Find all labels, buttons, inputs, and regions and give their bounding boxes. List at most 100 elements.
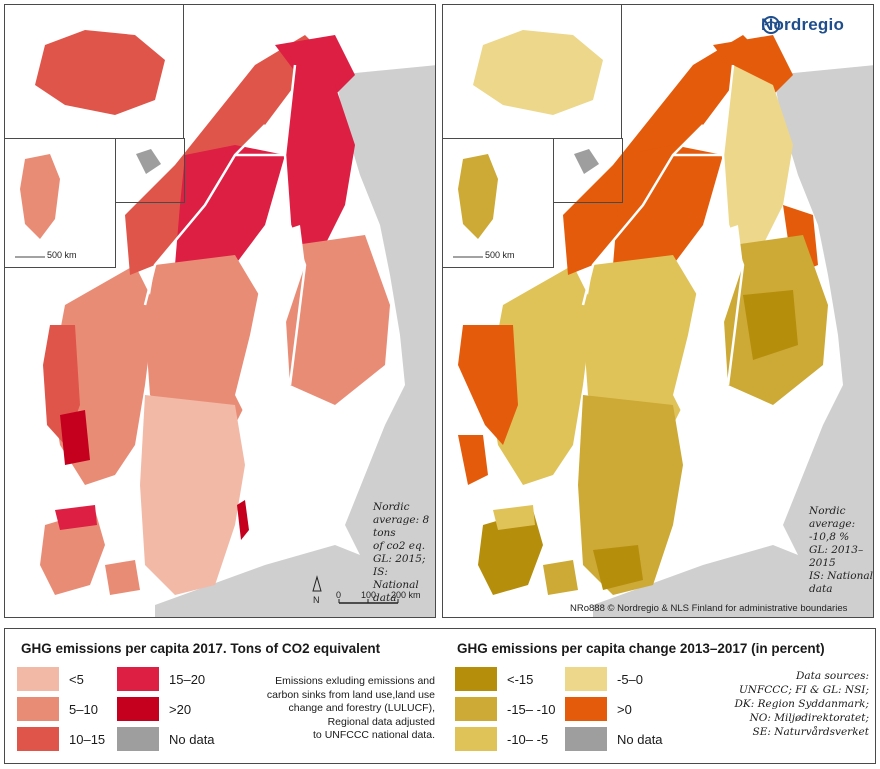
norway-south-west bbox=[458, 435, 488, 485]
gotland bbox=[237, 500, 249, 540]
legend-item: >20 bbox=[117, 697, 191, 721]
iceland-inset bbox=[5, 5, 184, 139]
note-line: Nordic bbox=[809, 505, 846, 517]
note-line: GL: 2015; bbox=[373, 553, 426, 565]
source-line: SE: Naturvårdsverket bbox=[752, 726, 869, 738]
source-line: Data sources: bbox=[795, 670, 869, 682]
swatch-label: >20 bbox=[169, 701, 192, 717]
swatch-label: <5 bbox=[69, 671, 84, 687]
greenland-inset: 500 km bbox=[5, 138, 116, 268]
nordic-average-note-left: Nordic average: 8 tons of co2 eq. GL: 20… bbox=[373, 501, 435, 605]
swatch-10-15 bbox=[17, 727, 59, 751]
swatch-15-10 bbox=[455, 697, 497, 721]
gulf-of-bothnia bbox=[235, 225, 305, 415]
iceland-svg bbox=[35, 30, 165, 115]
sweden-north bbox=[613, 145, 723, 285]
note-line: Nordic bbox=[373, 501, 410, 513]
map-emissions-change: 500 km Nordregio Nordic average: -10,8 %… bbox=[442, 4, 874, 618]
swatch-lt-15 bbox=[455, 667, 497, 691]
legend-item: -15– -10 bbox=[455, 697, 555, 721]
norway-west-coast bbox=[458, 325, 518, 445]
legend-item: <-15 bbox=[455, 667, 533, 691]
svalbard-svg bbox=[574, 149, 599, 174]
note-line: IS: National data bbox=[809, 570, 873, 595]
denmark-jutland bbox=[478, 510, 543, 595]
note-line: average: 8 tons bbox=[373, 514, 430, 539]
swatch-10-5 bbox=[455, 727, 497, 751]
inset-scale-label: 500 km bbox=[47, 250, 77, 260]
denmark-north bbox=[55, 505, 97, 530]
scale-label-200: 200 km bbox=[391, 590, 421, 600]
legend-item: 5–10 bbox=[17, 697, 98, 721]
legend-title-left: GHG emissions per capita 2017. Tons of C… bbox=[21, 641, 381, 656]
finland-north bbox=[723, 65, 793, 265]
swatch-label: No data bbox=[169, 731, 215, 747]
note-line: IS: National data bbox=[373, 566, 419, 604]
russia-land bbox=[335, 65, 435, 617]
russia-land bbox=[773, 65, 873, 617]
sweden-south bbox=[140, 395, 245, 595]
note-line: of co2 eq. bbox=[373, 540, 426, 552]
denmark-jutland bbox=[40, 510, 105, 595]
legend-description: Emissions exluding emissions and carbon … bbox=[243, 675, 435, 743]
legend-panel: GHG emissions per capita 2017. Tons of C… bbox=[4, 628, 876, 764]
norway-finnmark bbox=[275, 35, 355, 95]
swatch-label: <-15 bbox=[507, 671, 534, 687]
national-borders bbox=[143, 64, 307, 386]
swatch-label: >0 bbox=[617, 701, 632, 717]
swatch-nodata bbox=[117, 727, 159, 751]
inset-scale-label: 500 km bbox=[485, 250, 515, 260]
data-sources: Data sources: UNFCCC; FI & GL: NSI; DK: … bbox=[685, 669, 870, 739]
iceland-inset bbox=[443, 5, 622, 139]
swatch-nodata bbox=[565, 727, 607, 751]
finland-south bbox=[285, 235, 390, 405]
logo-text: Nordregio bbox=[761, 15, 845, 34]
swatch-5-0 bbox=[565, 667, 607, 691]
legend-item: -10– -5 bbox=[455, 727, 548, 751]
swatch-label: No data bbox=[617, 731, 663, 747]
desc-line: Regional data adjusted bbox=[327, 715, 435, 728]
swatch-label: -15– -10 bbox=[507, 701, 556, 717]
scale-label-0: 0 bbox=[336, 590, 342, 600]
greenland-svg bbox=[15, 154, 60, 258]
greenland-svg bbox=[453, 154, 498, 258]
desc-line: carbon sinks from land use,land use bbox=[266, 688, 435, 701]
sweden-north bbox=[175, 145, 285, 285]
greenland-inset: 500 km bbox=[443, 138, 554, 268]
norway-finnmark bbox=[713, 35, 793, 95]
sweden-middle bbox=[145, 255, 265, 425]
desc-line: to UNFCCC national data. bbox=[313, 729, 435, 741]
legend-title-right: GHG emissions per capita change 2013–201… bbox=[457, 641, 825, 656]
swatch-label: 10–15 bbox=[69, 731, 106, 747]
finland-central bbox=[743, 290, 798, 360]
europe-land bbox=[593, 545, 843, 617]
swatch-label: -5–0 bbox=[617, 671, 644, 687]
svalbard-svg bbox=[136, 149, 161, 174]
denmark-islands bbox=[543, 560, 578, 595]
map-emissions-2017: 500 km Nordic average: 8 tons of co2 eq.… bbox=[4, 4, 436, 618]
swatch-label: 15–20 bbox=[169, 671, 206, 687]
europe-land bbox=[155, 545, 405, 617]
swatch-gt20 bbox=[117, 697, 159, 721]
sweden-middle bbox=[583, 255, 703, 425]
north-label: N bbox=[313, 595, 320, 605]
source-line: NO: Miljødirektoratet; bbox=[749, 712, 869, 724]
map-credits: NRo888 © Nordregio & NLS Finland for adm… bbox=[570, 603, 848, 614]
desc-line: Emissions exluding emissions and bbox=[275, 675, 435, 687]
note-line: GL: 2013–2015 bbox=[809, 544, 864, 569]
legend-item: No data bbox=[117, 727, 215, 751]
denmark-islands bbox=[105, 560, 140, 595]
gulf-of-bothnia bbox=[673, 225, 743, 415]
emissions-map-svg bbox=[40, 35, 435, 617]
national-borders bbox=[581, 64, 745, 386]
denmark-north bbox=[493, 505, 535, 530]
source-line: UNFCCC; FI & GL: NSI; bbox=[738, 684, 869, 696]
desc-line: change and forestry (LULUCF), bbox=[288, 702, 435, 714]
note-line: average: -10,8 % bbox=[809, 518, 856, 543]
finland-north bbox=[285, 65, 355, 265]
legend-item: No data bbox=[565, 727, 663, 751]
source-line: DK: Region Syddanmark; bbox=[734, 698, 870, 710]
norway-south bbox=[488, 265, 593, 485]
nordregio-logo: Nordregio bbox=[761, 15, 844, 35]
scale-label-100: 100 bbox=[361, 590, 377, 600]
